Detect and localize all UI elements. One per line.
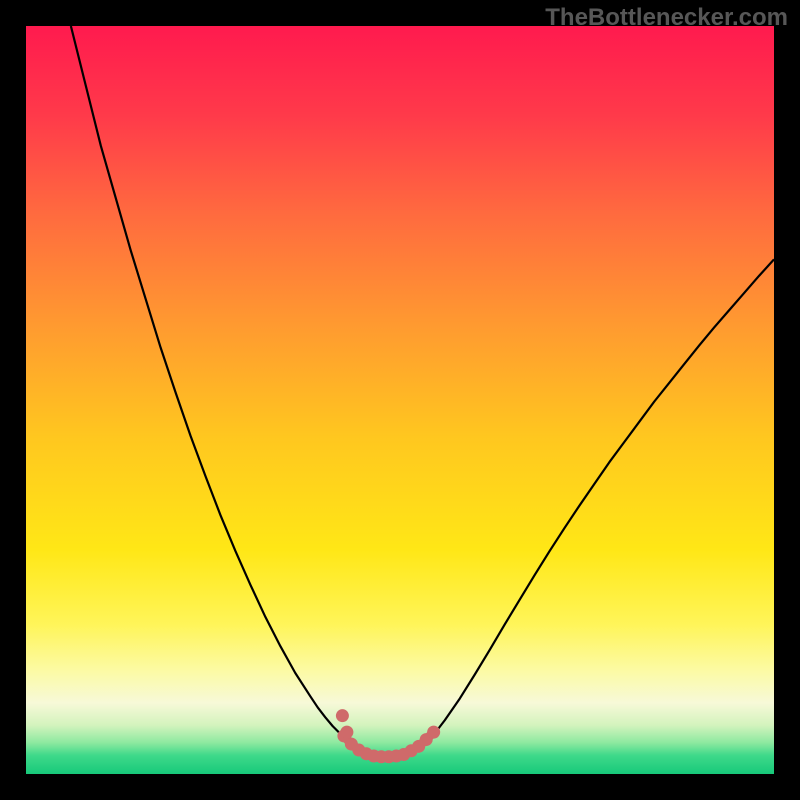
overlay-marker <box>427 726 440 739</box>
plot-area <box>26 26 774 774</box>
gradient-background <box>26 26 774 774</box>
chart-root: TheBottlenecker.com <box>0 0 800 800</box>
overlay-marker <box>336 709 349 722</box>
overlay-marker <box>340 726 353 739</box>
chart-svg <box>26 26 774 774</box>
